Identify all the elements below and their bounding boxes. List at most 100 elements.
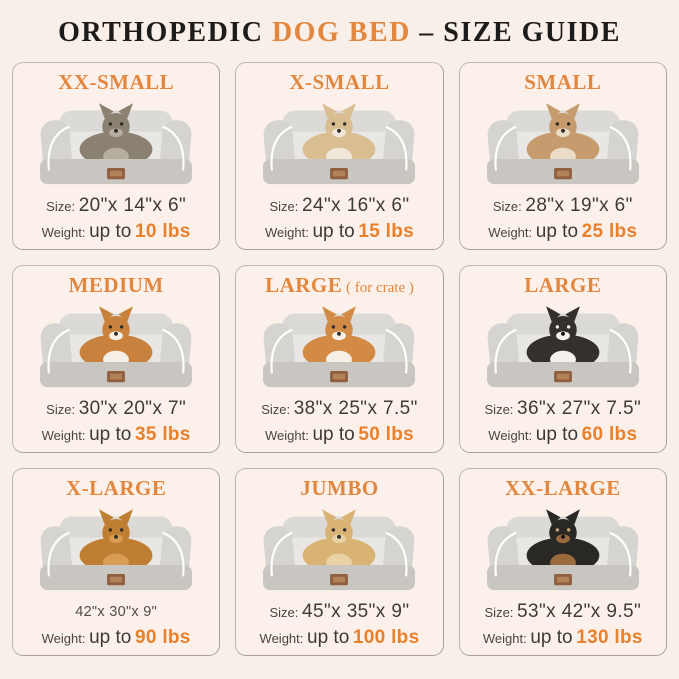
page-title: ORTHOPEDIC DOG BED – SIZE GUIDE (0, 0, 679, 62)
size-name-text: MEDIUM (68, 273, 164, 297)
weight-spec: Weight: up to 130 lbs (483, 624, 643, 651)
size-value: 53"x 42"x 9.5" (517, 601, 642, 622)
size-value: 45"x 35"x 9" (302, 601, 410, 622)
weight-label: Weight: (488, 428, 533, 443)
size-spec: Size: 24"x 16"x 6" (270, 193, 410, 218)
size-label: Size: (269, 605, 299, 620)
weight-value: 35 lbs (135, 424, 191, 445)
size-name: JUMBO (300, 476, 378, 501)
size-name-text: X-LARGE (65, 476, 167, 500)
size-label: Size: (484, 402, 514, 417)
size-spec: Size: 28"x 19"x 6" (493, 193, 633, 218)
size-name: XX-SMALL (58, 70, 174, 95)
size-card-x-large: X-LARGE 42"x 30"x 9" Weight (12, 468, 221, 656)
size-label: Size: (46, 402, 76, 417)
size-name: X-LARGE (66, 476, 166, 501)
size-name: LARGE (524, 273, 601, 298)
weight-label: Weight: (264, 428, 309, 443)
size-grid: XX-SMALL Size: 20"x 14"x 6" (0, 62, 679, 671)
weight-label: Weight: (41, 428, 86, 443)
dog-bed-photo (40, 103, 193, 185)
weight-value: 90 lbs (135, 627, 191, 648)
weight-label: Weight: (482, 631, 527, 646)
size-label: Size: (46, 199, 76, 214)
size-card-large-crate: LARGE ( for crate ) Size: 38"x 25 (235, 265, 444, 453)
size-name-suffix: ( for crate ) (342, 280, 414, 296)
size-value: 36"x 27"x 7.5" (517, 398, 642, 419)
weight-spec: Weight: up to 35 lbs (42, 421, 191, 448)
weight-prefix: up to (535, 221, 579, 242)
size-card-jumbo: JUMBO Size: 45"x 35"x 9" We (235, 468, 444, 656)
weight-label: Weight: (488, 225, 533, 240)
size-card-medium: MEDIUM Size: 30"x 20"x 7" W (12, 265, 221, 453)
pet-illustration (303, 306, 376, 371)
weight-value: 25 lbs (581, 221, 638, 242)
weight-prefix: up to (307, 627, 350, 648)
weight-spec: Weight: up to 90 lbs (42, 624, 191, 651)
size-name: SMALL (524, 70, 601, 95)
size-spec: Size: 38"x 25"x 7.5" (261, 396, 418, 421)
weight-prefix: up to (89, 627, 132, 648)
weight-value: 15 lbs (358, 221, 414, 242)
size-name-text: XX-SMALL (58, 70, 175, 94)
size-name-text: LARGE (524, 273, 602, 297)
weight-value: 100 lbs (352, 627, 420, 648)
size-label: Size: (269, 199, 299, 214)
pet-illustration (526, 509, 600, 574)
weight-spec: Weight: up to 60 lbs (488, 421, 637, 448)
size-label: Size: (261, 402, 291, 417)
weight-prefix: up to (530, 627, 573, 648)
dog-bed-photo (486, 509, 639, 591)
brand-tag (553, 167, 572, 180)
size-spec: Size: 45"x 35"x 9" (270, 599, 410, 624)
dog-bed-photo (263, 509, 416, 591)
weight-prefix: up to (312, 424, 355, 445)
size-name: X-SMALL (289, 70, 389, 95)
size-card-xx-small: XX-SMALL Size: 20"x 14"x 6" (12, 62, 221, 250)
brand-tag (330, 370, 349, 383)
brand-tag (107, 573, 126, 586)
weight-value: 10 lbs (135, 221, 191, 242)
brand-tag (553, 370, 572, 383)
weight-label: Weight: (264, 225, 309, 240)
size-name-text: SMALL (524, 70, 602, 94)
size-card-small: SMALL Size: 28"x 19"x 6" We (458, 62, 667, 250)
size-value: 20"x 14"x 6" (78, 195, 187, 216)
weight-spec: Weight: up to 100 lbs (260, 624, 420, 651)
size-label: Size: (484, 605, 514, 620)
title-suffix: – SIZE GUIDE (410, 17, 621, 48)
dog-bed-photo (486, 306, 639, 388)
weight-prefix: up to (89, 424, 132, 445)
pet-illustration (79, 509, 153, 574)
size-card-x-small: X-SMALL Size: 24"x 16"x 6" (235, 62, 444, 250)
weight-label: Weight: (41, 225, 86, 240)
size-spec: 42"x 30"x 9" (75, 599, 157, 624)
dog-bed-photo (263, 103, 416, 185)
size-card-large: LARGE Size: 36"x 27"x 7.5" (458, 265, 667, 453)
brand-tag (330, 167, 349, 180)
size-spec: Size: 36"x 27"x 7.5" (485, 396, 642, 421)
brand-tag (107, 370, 126, 383)
brand-tag (330, 573, 349, 586)
weight-label: Weight: (259, 631, 304, 646)
size-name-text: JUMBO (300, 476, 379, 500)
size-value: 38"x 25"x 7.5" (293, 398, 418, 419)
weight-spec: Weight: up to 50 lbs (265, 421, 414, 448)
size-spec: Size: 20"x 14"x 6" (46, 193, 186, 218)
size-value: 42"x 30"x 9" (75, 604, 158, 620)
brand-tag (553, 573, 572, 586)
weight-spec: Weight: up to 25 lbs (488, 218, 637, 245)
size-value: 30"x 20"x 7" (78, 398, 187, 419)
brand-tag (107, 167, 126, 180)
size-spec: Size: 53"x 42"x 9.5" (485, 599, 642, 624)
size-name: LARGE ( for crate ) (265, 273, 414, 298)
title-accent: DOG BED (271, 17, 411, 48)
size-name-text: X-SMALL (289, 70, 390, 94)
weight-prefix: up to (89, 221, 132, 242)
dog-bed-photo (40, 509, 193, 591)
size-value: 28"x 19"x 6" (525, 195, 633, 216)
weight-spec: Weight: up to 15 lbs (265, 218, 414, 245)
dog-bed-photo (40, 306, 193, 388)
dog-bed-photo (486, 103, 639, 185)
